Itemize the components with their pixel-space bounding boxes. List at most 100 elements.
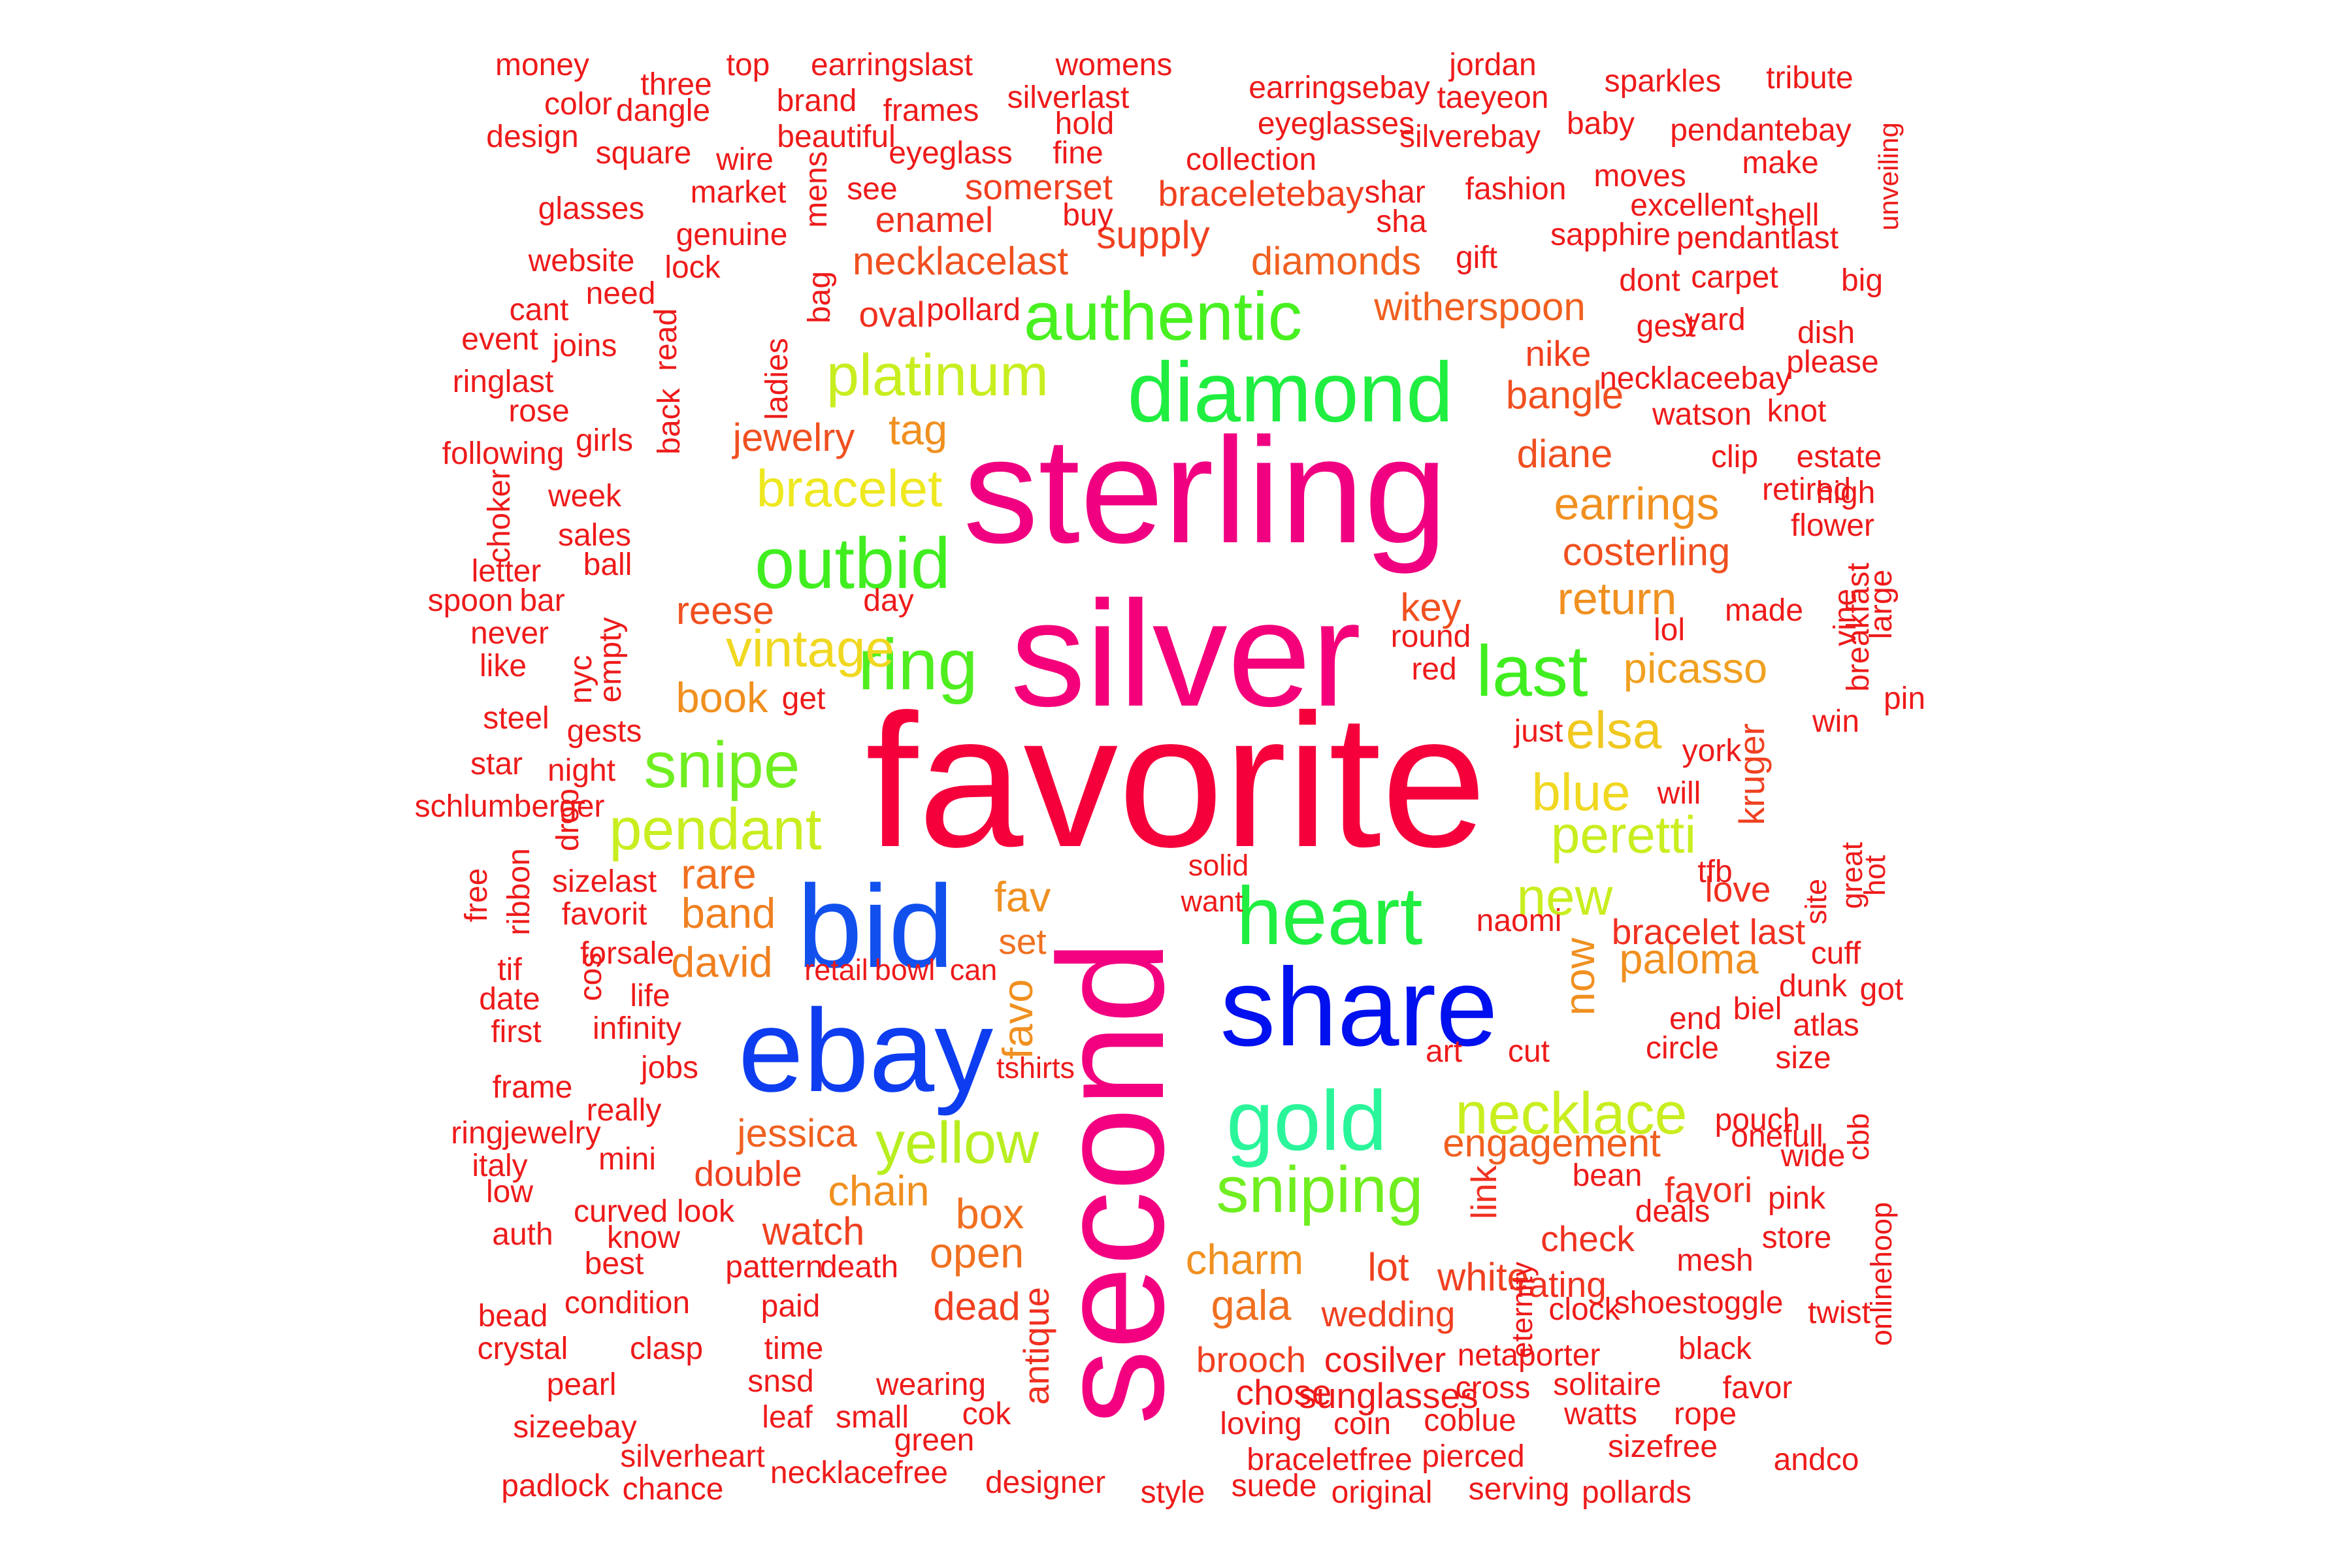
word-website: website [528,244,635,278]
word-jewelry: jewelry [732,416,855,459]
word-pearl: pearl [547,1367,617,1402]
word-infinity: infinity [593,1011,681,1046]
word-curved: curved [574,1194,668,1229]
word-just: just [1513,714,1563,749]
word-band: band [681,889,776,937]
word-flower: flower [1791,508,1874,543]
word-ringlast: ringlast [453,365,554,399]
word-fashion: fashion [1465,172,1567,206]
word-never: never [470,616,549,651]
word-blue: blue [1531,763,1630,821]
word-eyeglasses: eyeglasses [1258,106,1414,141]
word-watts: watts [1563,1397,1637,1431]
word-letter: letter [472,554,542,589]
word-top: top [727,48,770,82]
word-really: really [587,1093,662,1128]
word-twist: twist [1808,1296,1870,1330]
word-estate: estate [1797,440,1882,474]
word-following: following [442,436,564,471]
word-rating: rating [1516,1264,1607,1305]
word-get: get [782,681,826,716]
word-baby: baby [1567,106,1635,141]
word-low: low [486,1175,533,1209]
word-oval: oval [859,294,925,335]
word-authentic: authentic [1024,278,1302,355]
word-dont: dont [1619,263,1680,298]
word-ladies: ladies [760,338,794,419]
word-nike: nike [1526,333,1592,374]
word-naomi: naomi [1477,904,1562,938]
word-square: square [596,136,692,171]
word-peretti: peretti [1551,806,1696,864]
word-kruger: kruger [1731,723,1772,825]
word-serving: serving [1469,1472,1570,1507]
word-key: key [1400,585,1461,629]
word-antique: antique [1016,1287,1056,1405]
word-glasses: glasses [538,191,645,226]
word-watson: watson [1652,397,1752,432]
word-market: market [691,175,787,210]
word-bid: bid [797,861,954,992]
word-wide: wide [1780,1139,1846,1173]
word-auth: auth [492,1217,553,1252]
word-favorit: favorit [562,897,647,932]
word-gala: gala [1211,1281,1292,1329]
word-spoon: spoon [428,583,514,618]
word-somerset: somerset [965,167,1113,207]
word-taeyeon: taeyeon [1437,80,1549,115]
word-silver: silver [1011,570,1362,738]
word-mini: mini [598,1142,656,1177]
word-yard: yard [1684,302,1745,337]
word-heart: heart [1237,871,1423,962]
word-cant: cant [510,293,569,327]
word-diamonds: diamonds [1251,239,1421,283]
word-costerling: costerling [1563,530,1731,574]
word-pollard: pollard [926,293,1021,327]
word-clock: clock [1548,1292,1620,1327]
word-coblue: coblue [1424,1403,1516,1438]
word-art: art [1426,1034,1462,1069]
word-buy: buy [1062,198,1113,233]
word-york: york [1682,734,1742,768]
word-sapphire: sapphire [1550,218,1671,252]
word-biel: biel [1733,992,1782,1026]
word-please: please [1786,345,1878,380]
word-earringsebay: earringsebay [1249,71,1430,105]
word-supply: supply [1096,213,1209,257]
word-color: color [544,87,612,122]
word-original: original [1331,1475,1433,1510]
word-snipe: snipe [644,728,800,802]
word-elsa: elsa [1566,701,1662,759]
word-beautiful: beautiful [777,120,895,154]
word-open: open [930,1229,1024,1277]
word-cuff: cuff [1811,936,1861,971]
word-large: large [1864,570,1899,640]
word-tfb: tfb [1697,855,1732,889]
word-womens: womens [1055,48,1173,82]
word-box: box [956,1190,1024,1237]
word-necklace: necklace [1455,1081,1687,1147]
word-nyc: nyc [564,655,598,704]
word-green: green [894,1423,975,1458]
word-silverlast: silverlast [1007,80,1130,115]
word-dunk: dunk [1779,969,1848,1004]
word-made: made [1725,593,1803,628]
word-style: style [1141,1475,1205,1510]
word-paid: paid [761,1289,821,1324]
word-win: win [1812,704,1859,739]
word-forsale: forsale [580,936,674,971]
word-pin: pin [1884,681,1925,716]
word-will: will [1657,776,1701,811]
word-three: three [640,67,711,102]
word-link: link [1463,1165,1504,1219]
word-jessica: jessica [736,1111,857,1155]
word-italy: italy [472,1149,527,1183]
word-gift: gift [1456,240,1497,275]
word-return: return [1558,573,1677,624]
word-bowl: bowl [875,953,936,987]
word-got: got [1860,972,1904,1007]
word-jordan: jordan [1448,48,1536,82]
word-lock: lock [664,250,721,285]
word-circle: circle [1646,1031,1719,1066]
